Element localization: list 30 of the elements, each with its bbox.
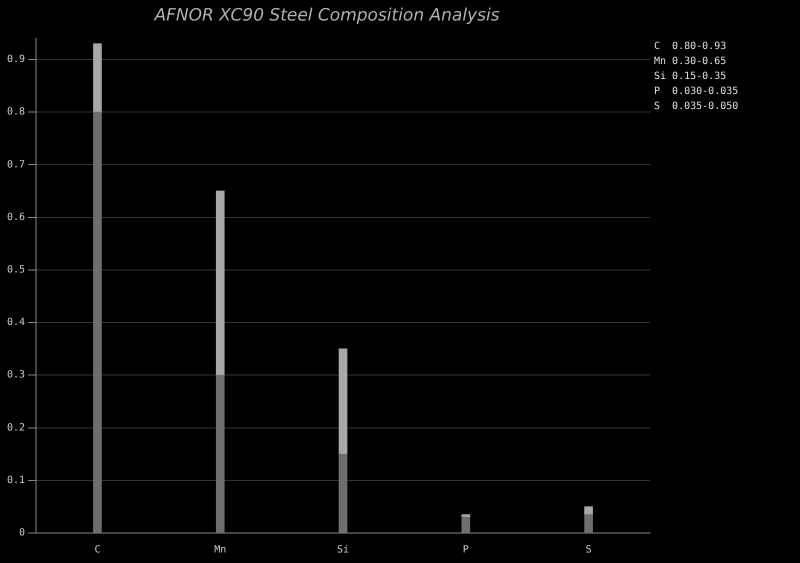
y-tick-label: 0.4 (7, 317, 26, 328)
bar (338, 454, 348, 533)
y-tick-label: 0.5 (7, 264, 26, 276)
y-tick-label: 0.6 (7, 212, 26, 223)
x-tick-label: Si (337, 544, 350, 556)
y-tick-label: 0.8 (7, 106, 26, 118)
text: P 0.030-0.035 (654, 86, 738, 97)
x-tick-label: C (94, 544, 100, 556)
bar (216, 374, 225, 533)
y-tick-label: 0 (19, 528, 26, 539)
y-tick-label: 0.3 (7, 370, 26, 381)
bar (93, 43, 102, 112)
bar (584, 514, 593, 533)
x-tick-label: Mn (214, 544, 226, 556)
y-tick-label: 0.9 (7, 54, 26, 66)
bar (584, 506, 593, 515)
x-tick-label: S (586, 544, 592, 556)
bar (93, 112, 102, 533)
x-tick-label: P (462, 544, 469, 556)
text: C 0.80-0.93 (654, 40, 726, 52)
chart-title: AFNOR XC90 Steel Composition Analysis (153, 6, 500, 26)
bar (461, 516, 470, 533)
y-tick-label: 0.7 (7, 159, 26, 170)
text: Si 0.15-0.35 (654, 70, 726, 82)
text: S 0.035-0.050 (654, 100, 738, 112)
bar (338, 348, 348, 454)
y-tick-label: 0.2 (7, 422, 26, 434)
bar (216, 190, 225, 376)
text: Mn 0.30-0.65 (654, 56, 726, 67)
y-tick-label: 0.1 (7, 474, 26, 486)
